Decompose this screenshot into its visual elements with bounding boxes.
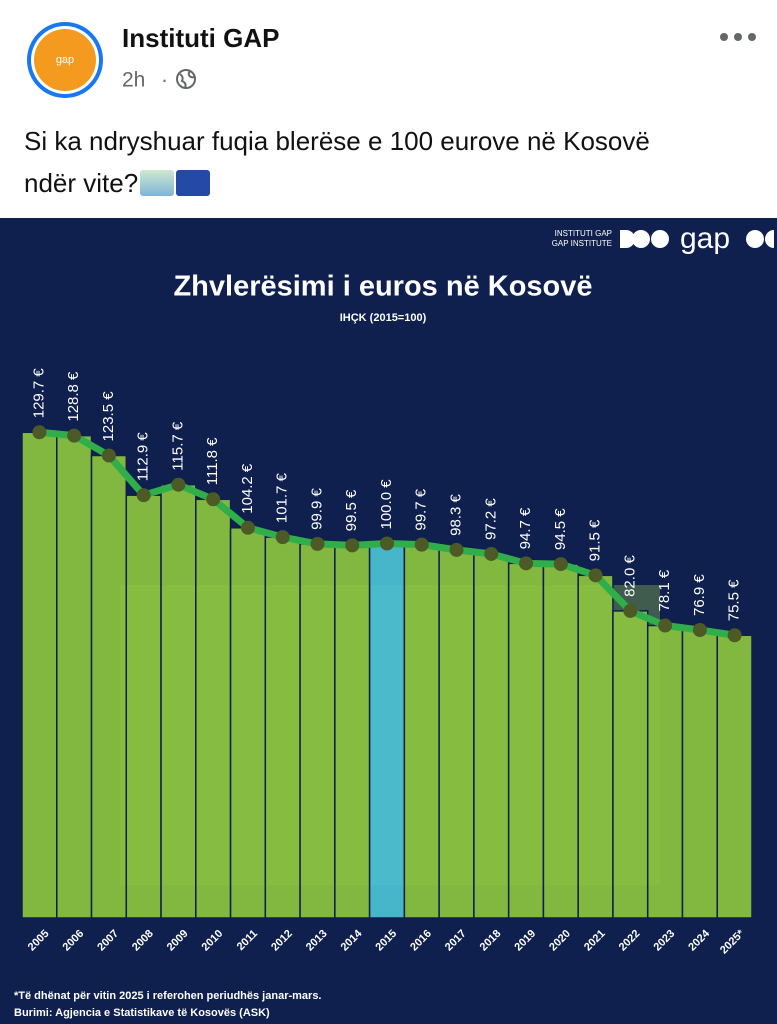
value-label: 99.5 € — [343, 489, 360, 531]
column — [716, 634, 753, 919]
post-text: Si ka ndryshuar fuqia blerëse e 100 euro… — [24, 120, 664, 204]
point — [449, 542, 464, 557]
value-label: 78.1 € — [656, 569, 673, 611]
point — [692, 623, 707, 638]
value-label: 94.5 € — [552, 508, 569, 550]
point — [414, 537, 429, 552]
column — [21, 431, 58, 919]
value-label: 82.0 € — [621, 555, 638, 597]
avatar — [34, 29, 96, 91]
point — [519, 556, 534, 571]
flag-emoji — [176, 170, 211, 196]
column — [90, 454, 128, 919]
point — [136, 488, 151, 503]
logo-line1: INSTITUTI GAP — [555, 229, 612, 238]
author[interactable]: Instituti GAP — [122, 23, 279, 53]
chart-title: Zhvlerësimi i euros në Kosovë — [173, 271, 592, 303]
value-label: 97.2 € — [482, 498, 499, 540]
value-label: 112.9 € — [135, 432, 152, 482]
logo-dots — [620, 230, 774, 248]
column — [403, 543, 440, 919]
column — [577, 574, 614, 919]
avatar-logo: gap — [56, 54, 74, 66]
timestamp[interactable]: 2h — [122, 69, 145, 92]
value-label: 128.8 € — [65, 371, 82, 422]
point — [240, 520, 255, 535]
column — [507, 562, 545, 919]
value-label: 129.7 € — [30, 368, 47, 419]
value-label: 91.5 € — [587, 519, 604, 561]
value-label: 99.9 € — [308, 488, 325, 530]
value-label: 104.2 € — [239, 463, 256, 514]
point — [32, 425, 47, 440]
point — [206, 492, 221, 507]
column — [229, 527, 267, 919]
point — [553, 557, 568, 572]
point — [171, 477, 186, 492]
value-label: 111.8 € — [204, 437, 221, 485]
point — [588, 568, 603, 583]
point — [658, 618, 673, 633]
column — [681, 629, 718, 919]
point — [101, 448, 116, 463]
value-label: 94.7 € — [517, 507, 534, 549]
column — [264, 536, 301, 919]
point — [484, 546, 499, 561]
column — [473, 553, 510, 919]
more-menu[interactable] — [720, 33, 756, 41]
column — [195, 498, 232, 919]
column — [56, 434, 93, 919]
value-label: 123.5 € — [100, 391, 117, 442]
column — [646, 624, 684, 919]
separator: · — [161, 69, 168, 92]
footnote: *Të dhënat për vitin 2025 i referohen pe… — [14, 990, 322, 1002]
value-label: 100.0 € — [378, 479, 395, 530]
point — [310, 536, 325, 551]
value-label: 76.9 € — [691, 574, 708, 616]
value-label: 101.7 € — [274, 472, 291, 523]
point — [275, 530, 290, 545]
globe-icon — [176, 69, 196, 89]
column — [438, 549, 475, 919]
post-body: Si ka ndryshuar fuqia blerëse e 100 euro… — [24, 126, 650, 198]
point — [67, 428, 82, 443]
value-label: 98.3 € — [447, 494, 464, 536]
column — [368, 542, 406, 919]
point — [380, 536, 394, 551]
point — [623, 603, 638, 618]
value-label: 99.7 € — [413, 488, 430, 530]
source: Burimi: Agjencia e Statistikave të Kosov… — [14, 1007, 270, 1019]
column — [125, 494, 162, 919]
column — [542, 563, 579, 919]
column — [334, 544, 371, 919]
point — [727, 628, 742, 643]
logo-mark: gap — [680, 222, 730, 255]
column — [612, 610, 649, 919]
money-emoji — [140, 170, 175, 196]
logo-line2: GAP INSTITUTE — [552, 239, 612, 248]
value-label: 115.7 € — [169, 421, 186, 471]
column — [299, 543, 336, 919]
point — [345, 538, 360, 553]
column — [160, 483, 197, 919]
chart-subtitle: IHÇK (2015=100) — [340, 312, 427, 324]
value-label: 75.5 € — [726, 579, 743, 621]
